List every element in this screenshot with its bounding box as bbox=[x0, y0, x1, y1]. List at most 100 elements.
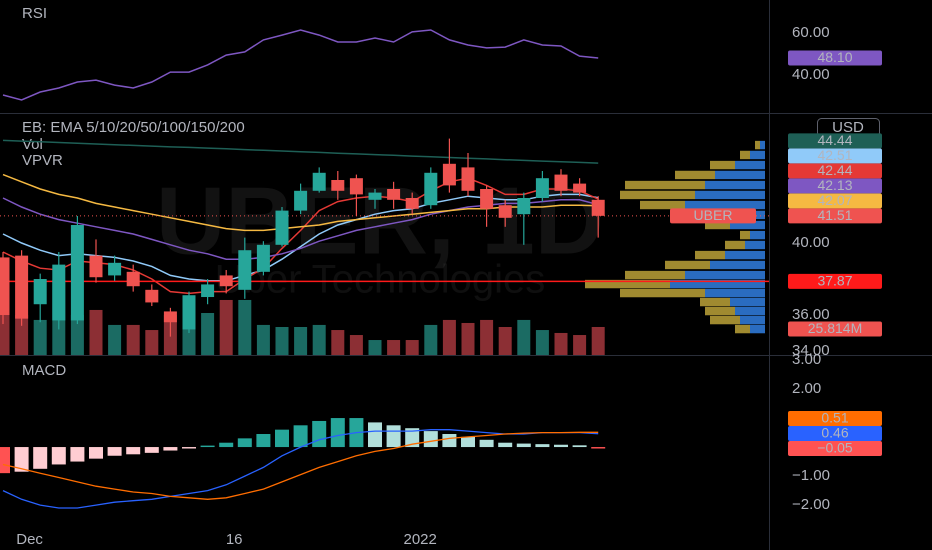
vpvr-down bbox=[625, 270, 685, 280]
ema-flag-bg bbox=[788, 193, 882, 209]
ema-line bbox=[2, 197, 599, 260]
volume-bar bbox=[70, 314, 84, 355]
candle-body bbox=[517, 198, 531, 215]
vpvr-down bbox=[640, 200, 685, 210]
vpvr-up bbox=[750, 150, 765, 160]
candle-body bbox=[349, 178, 363, 195]
candle-body bbox=[424, 172, 438, 206]
candle-body bbox=[219, 275, 233, 287]
candle-body bbox=[256, 244, 270, 272]
vpvr-down bbox=[735, 324, 750, 334]
y-tick-label: 40.00 bbox=[792, 66, 830, 83]
volume-bar bbox=[535, 330, 549, 355]
rsi-title: RSI bbox=[22, 5, 47, 22]
vpvr-down bbox=[585, 279, 670, 289]
ema-flag-bg bbox=[788, 148, 882, 164]
volume-bar bbox=[15, 314, 29, 355]
histogram-bar bbox=[498, 442, 513, 448]
rsi-flag-bg bbox=[788, 50, 882, 66]
volume-bar bbox=[461, 322, 475, 355]
histogram-bar bbox=[237, 438, 252, 448]
volume-flag-bg bbox=[788, 321, 882, 337]
volume-bar bbox=[312, 324, 326, 355]
y-tick-label: −2.00 bbox=[792, 496, 830, 513]
histogram-bar bbox=[219, 442, 234, 448]
vpvr-up bbox=[715, 170, 765, 180]
volume-bar bbox=[145, 330, 159, 355]
histogram-bar bbox=[386, 425, 401, 448]
candle-body bbox=[89, 255, 103, 278]
ema-flag-bg bbox=[788, 178, 882, 194]
indicator-label: VPVR bbox=[22, 152, 63, 169]
x-tick-label: 2022 bbox=[404, 531, 437, 548]
candle-body bbox=[145, 289, 159, 303]
volume-bar bbox=[405, 340, 419, 355]
candle-body bbox=[498, 205, 512, 218]
volume-bar bbox=[182, 324, 196, 355]
ema-flag-bg bbox=[788, 163, 882, 179]
vpvr-down bbox=[620, 190, 695, 200]
ema-flag: 42.51 bbox=[817, 147, 852, 163]
vpvr-down bbox=[710, 160, 735, 170]
vpvr-down bbox=[700, 297, 730, 307]
volume-bar bbox=[424, 324, 438, 355]
candle-body bbox=[275, 210, 289, 245]
histogram-bar bbox=[479, 439, 494, 448]
macd-flag-bg bbox=[788, 426, 882, 442]
candle-body bbox=[480, 188, 494, 209]
vpvr-up bbox=[685, 200, 765, 210]
macd-line bbox=[2, 429, 599, 509]
macd-line bbox=[2, 431, 599, 500]
histogram-bar bbox=[144, 447, 159, 453]
currency-label[interactable]: USD bbox=[832, 119, 864, 136]
x-tick-label: 16 bbox=[226, 531, 243, 548]
histogram-bar bbox=[423, 431, 438, 448]
last-price-flag-bg bbox=[788, 208, 882, 224]
vpvr-up bbox=[760, 140, 765, 150]
histogram-flag: −0.05 bbox=[817, 440, 853, 456]
volume-flag: 25.814M bbox=[808, 320, 862, 336]
vpvr-down bbox=[620, 288, 705, 298]
histogram-bar bbox=[368, 422, 382, 448]
vpvr-down bbox=[705, 220, 730, 230]
candle-body bbox=[238, 250, 252, 290]
macd-title: MACD bbox=[22, 362, 66, 379]
vpvr-up bbox=[725, 250, 765, 260]
symbol-flag: UBER bbox=[694, 207, 733, 223]
volume-bar bbox=[331, 330, 345, 355]
candle-body bbox=[573, 183, 587, 193]
candle-body bbox=[442, 163, 456, 186]
y-tick-label: 36.00 bbox=[792, 306, 830, 323]
volume-bar bbox=[294, 326, 308, 355]
rsi-flag: 48.10 bbox=[817, 49, 852, 65]
histogram-bar bbox=[330, 418, 345, 448]
candle-body bbox=[294, 190, 308, 211]
volume-bar bbox=[480, 319, 494, 355]
candle-body bbox=[387, 188, 401, 200]
vpvr-down bbox=[740, 150, 750, 160]
candle-body bbox=[33, 279, 47, 305]
y-tick-label: 60.00 bbox=[792, 24, 830, 41]
volume-bar bbox=[0, 294, 10, 355]
candle-body bbox=[331, 179, 345, 191]
vpvr-up bbox=[745, 240, 765, 250]
histogram-bar bbox=[293, 425, 308, 448]
candle-body bbox=[126, 271, 140, 287]
histogram-bar bbox=[442, 434, 457, 448]
histogram-bar bbox=[312, 420, 327, 448]
vpvr-up bbox=[670, 279, 765, 289]
candle-body bbox=[201, 284, 215, 298]
histogram-bar bbox=[70, 447, 85, 462]
histogram-bar bbox=[126, 447, 141, 455]
vpvr-down bbox=[755, 140, 760, 150]
vpvr-up bbox=[730, 220, 765, 230]
vpvr-up bbox=[695, 190, 765, 200]
volume-bar bbox=[219, 299, 233, 355]
price-line-flag-bg bbox=[788, 273, 882, 289]
histogram-bar bbox=[182, 447, 196, 449]
histogram-bar bbox=[14, 447, 29, 472]
histogram-bar bbox=[0, 447, 10, 474]
volume-bar bbox=[573, 335, 587, 355]
candle-body bbox=[312, 172, 326, 191]
